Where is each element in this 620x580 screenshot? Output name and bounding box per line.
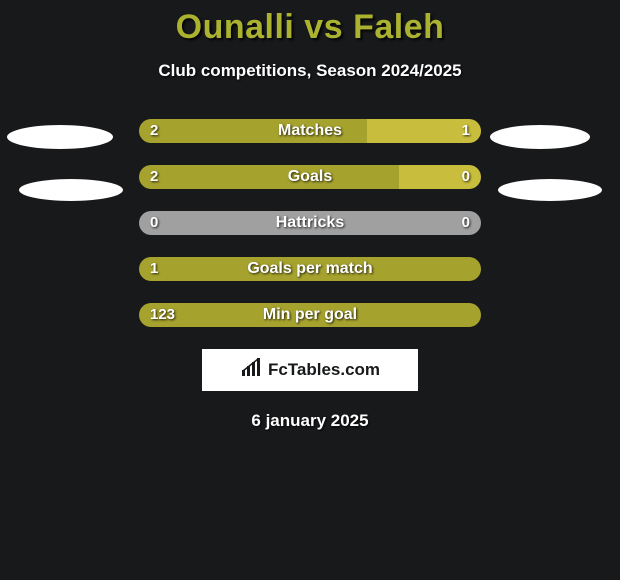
page-title: Ounalli vs Faleh <box>0 0 620 47</box>
logo-text: FcTables.com <box>268 360 380 380</box>
decorative-ellipse <box>19 179 123 201</box>
page-subtitle: Club competitions, Season 2024/2025 <box>0 61 620 81</box>
bar-segment-left <box>139 119 367 143</box>
bar-segment-right <box>399 165 481 189</box>
bar-segment-left <box>139 211 481 235</box>
bar-segment-right <box>367 119 481 143</box>
bar-segment-left <box>139 257 481 281</box>
decorative-ellipse <box>498 179 602 201</box>
stat-row: Min per goal123 <box>0 303 620 327</box>
bar-segment-left <box>139 303 481 327</box>
stat-row: Hattricks00 <box>0 211 620 235</box>
logo-box: FcTables.com <box>202 349 418 391</box>
bar-track <box>139 303 481 327</box>
bar-segment-left <box>139 165 399 189</box>
date-label: 6 january 2025 <box>0 411 620 431</box>
chart-icon <box>240 358 264 383</box>
bar-track <box>139 257 481 281</box>
decorative-ellipse <box>7 125 113 149</box>
stat-row: Goals per match1 <box>0 257 620 281</box>
stat-rows: Matches21Goals20Hattricks00Goals per mat… <box>0 119 620 327</box>
bar-track <box>139 119 481 143</box>
decorative-ellipse <box>490 125 590 149</box>
bar-track <box>139 211 481 235</box>
bar-track <box>139 165 481 189</box>
